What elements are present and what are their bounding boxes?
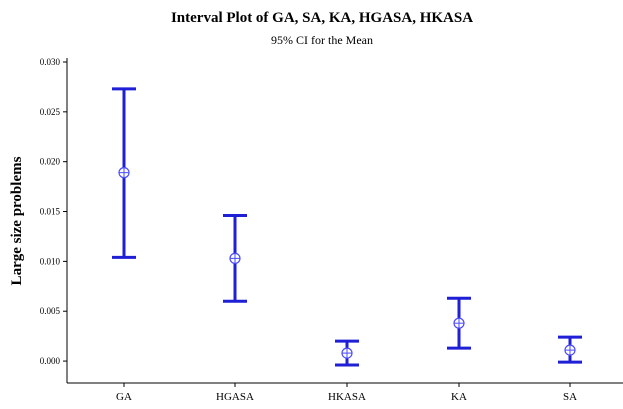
y-tick-label: 0.025: [40, 107, 61, 117]
x-tick-label-hkasa: HKASA: [328, 391, 366, 403]
y-tick-label: 0.010: [40, 256, 61, 266]
y-tick-label: 0.015: [40, 207, 61, 217]
x-tick-label-sa: SA: [563, 391, 577, 403]
chart-subtitle: 95% CI for the Mean: [271, 33, 373, 47]
y-axis-label: Large size problems: [9, 156, 25, 285]
y-tick-label: 0.030: [40, 57, 61, 67]
plot-layer: 0.000 0.005 0.010 0.015 0.020 0.025 0.030 GA HGA…: [40, 57, 623, 403]
x-tick-label-ga: GA: [116, 391, 132, 403]
x-tick-label-hgasa: HGASA: [216, 391, 254, 403]
x-tick-label-ka: KA: [451, 391, 467, 403]
chart-title: Interval Plot of GA, SA, KA, HGASA, HKAS…: [171, 10, 473, 26]
y-tick-label: 0.020: [40, 157, 61, 167]
y-tick-label: 0.000: [40, 356, 61, 366]
y-tick-label: 0.005: [40, 306, 61, 316]
